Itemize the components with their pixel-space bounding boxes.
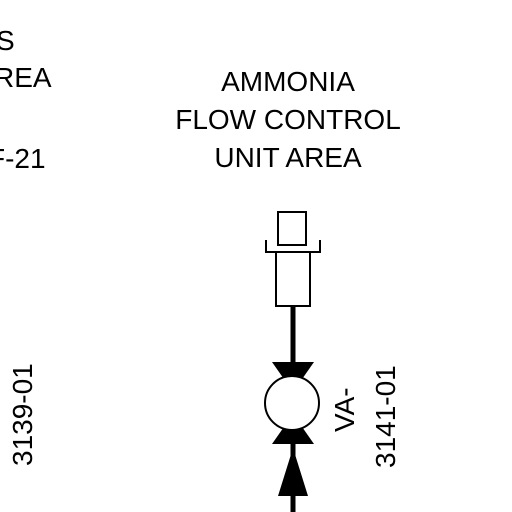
area-title-line1: AMMONIA [221, 66, 355, 97]
actuator-symbol [265, 211, 321, 307]
flow-arrow-icon [278, 448, 308, 496]
area-title-line2: FLOW CONTROL [175, 104, 401, 135]
left-area-label-line2: REA [0, 62, 52, 93]
left-area-label-line1: S [0, 25, 15, 56]
valve-ball [264, 375, 320, 431]
area-title-line3: UNIT AREA [214, 142, 362, 173]
left-area-label-line3: F-21 [0, 143, 46, 174]
